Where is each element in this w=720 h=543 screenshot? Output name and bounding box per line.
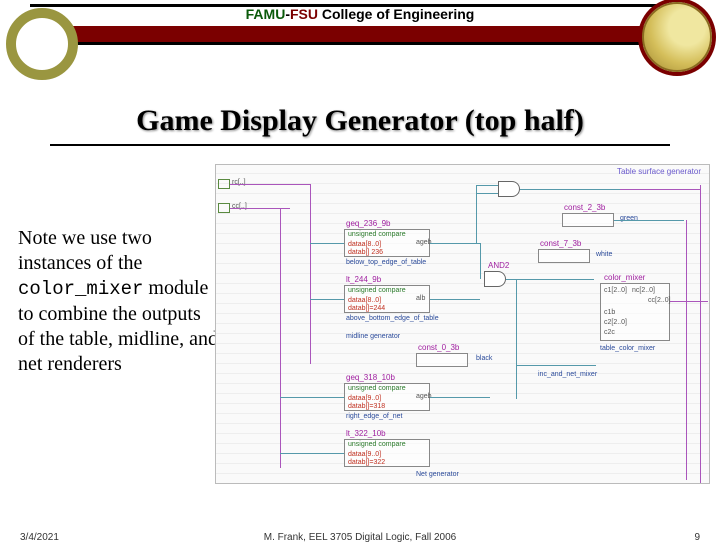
label-const2: const_2_3b [564,203,605,212]
label-da3: dataa[9..0] [348,395,381,402]
note-line1: Note we use two instances of the [18,227,152,274]
label-mixer1: color_mixer [604,273,645,282]
note-code: color_mixer [18,278,143,300]
label-const0: const_0_3b [418,343,459,352]
label-alb1: alb [416,295,425,302]
footer-mid: M. Frank, EEL 3705 Digital Logic, Fall 2… [0,532,720,543]
mixer-cc: cc[2..0] [648,297,671,304]
note-text: Note we use two instances of the color_m… [18,226,218,377]
label-black: black [476,355,492,362]
wire [506,279,594,280]
label-midline: midline generator [346,333,400,340]
label-db4: datab[]=322 [348,459,385,466]
wire [310,184,311,364]
label-const7: const_7_3b [540,239,581,248]
block-const2 [562,213,614,227]
header-bar-maroon [30,26,660,42]
label-white: white [596,251,612,258]
mixer-c1b: c1b [604,309,615,316]
wire [280,453,344,454]
slide-header: FAMU-FSU College of Engineering [0,0,720,58]
label-right: right_edge_of_net [346,413,402,420]
wire [310,243,344,244]
header-rule-bottom [30,42,660,45]
title-underline [50,144,670,146]
pin-rc [218,179,230,189]
mixer-c1: c1[2..0] [604,287,627,294]
header-ring-logo [6,8,78,80]
label-uc4: unsigned compare [348,441,406,448]
label-db1: datab[] 236 [348,249,383,256]
wire [686,220,687,480]
label-tablemixer: table_color_mixer [600,345,655,352]
and-gate-icon [498,181,520,197]
label-and2: AND2 [488,261,509,270]
label-db2: datab[]=244 [348,305,385,312]
schematic-diagram: Table surface generator rc[..] cc[..] ge… [215,164,710,484]
block-const0 [416,353,468,367]
mixer-c2c2: c2c [604,329,615,336]
label-below: below_top_edge_of_table [346,259,426,266]
wire [476,185,498,186]
label-inc: inc_and_net_mixer [538,371,597,378]
footer-page: 9 [694,532,700,543]
wire [230,184,310,185]
wire [620,189,700,190]
wire [516,365,596,366]
wire [230,208,290,209]
wire [280,208,281,468]
wire [516,279,517,399]
wire [280,397,344,398]
wire [670,301,708,302]
wire [430,243,480,244]
wire [310,299,344,300]
wire [476,193,498,194]
label-above: above_bottom_edge_of_table [346,315,439,322]
wire [700,185,701,484]
wire [476,185,477,243]
and2-gate-icon [484,271,506,287]
seal-icon [642,2,712,72]
title-wrap: Game Display Generator (top half) [0,104,720,146]
label-lt322: lt_322_10b [346,429,386,438]
mixer-nc: nc[2..0] [632,287,655,294]
label-geq318: geq_318_10b [346,373,395,382]
label-uc1: unsigned compare [348,231,406,238]
label-geq236: geq_236_9b [346,219,391,228]
label-netgen: Net generator [416,471,459,478]
mixer-c2c: c2[2..0] [604,319,627,326]
header-coe: College of Engineering [318,6,474,22]
wire [480,243,481,279]
label-uc2: unsigned compare [348,287,406,294]
label-da1: dataa[8..0] [348,241,381,248]
wire [430,299,480,300]
label-lt244: lt_244_9b [346,275,381,284]
label-da4: dataa[9..0] [348,451,381,458]
slide-body: Note we use two instances of the color_m… [0,164,720,484]
wire [614,220,684,221]
wire [430,397,490,398]
label-da2: dataa[8..0] [348,297,381,304]
block-const7 [538,249,590,263]
pin-cc [218,203,230,213]
header-famu: FAMU [246,6,286,22]
label-uc3: unsigned compare [348,385,406,392]
header-fsu: FSU [290,6,318,22]
header-text: FAMU-FSU College of Engineering [0,6,720,22]
page-title: Game Display Generator (top half) [136,104,584,138]
region-title: Table surface generator [617,167,701,176]
wire [520,189,620,190]
label-db3: datab[]=318 [348,403,385,410]
